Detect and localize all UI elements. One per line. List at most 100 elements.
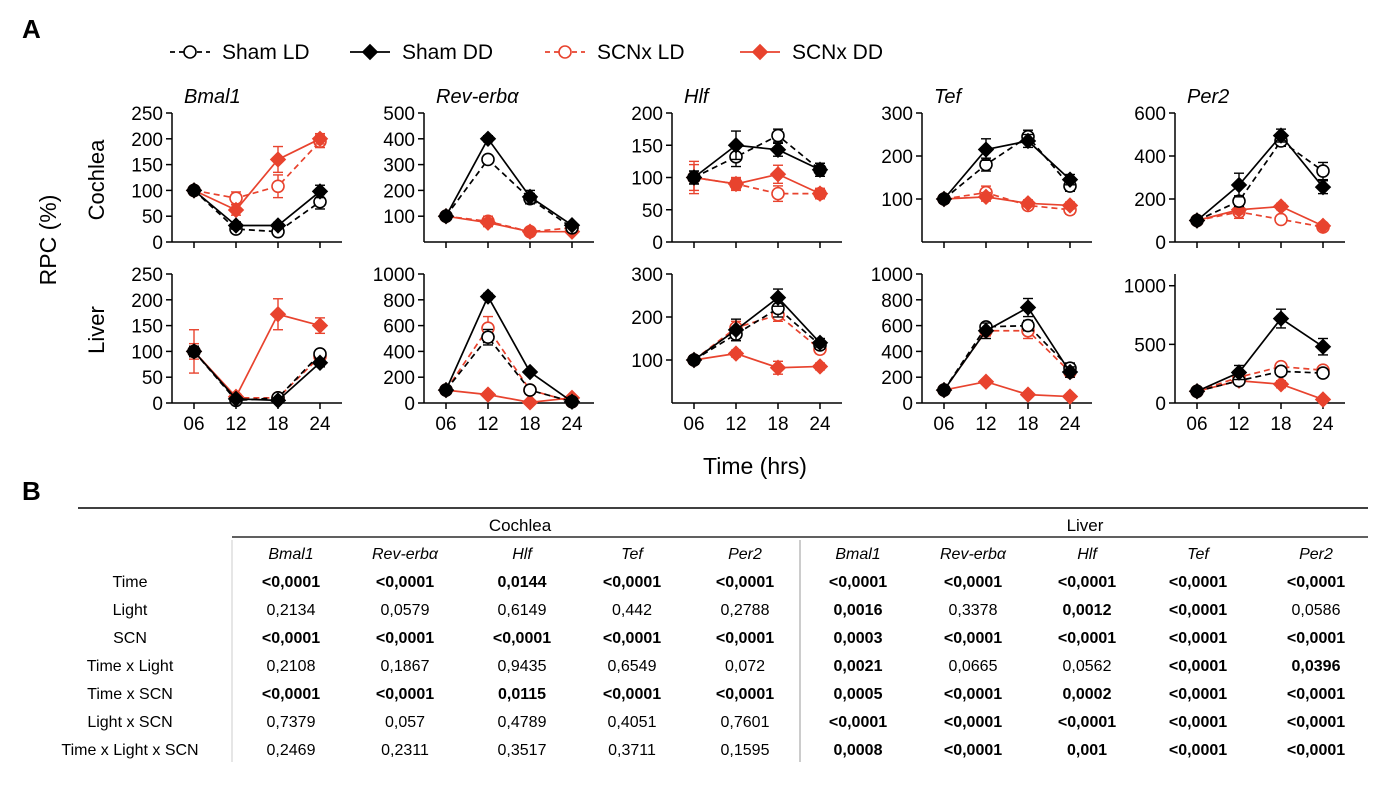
data-point [479, 130, 497, 148]
series-line [1196, 365, 1324, 393]
series-line [1196, 370, 1324, 393]
table-row: Time <0,0001 <0,0001 0,0144 <0,0001 <0,0001 <0… [113, 574, 1346, 591]
data-point [269, 306, 287, 323]
data-point [1272, 198, 1290, 215]
table-cell: 0,6549 [608, 658, 657, 675]
table-cell: 0,2108 [267, 658, 316, 675]
y-tick-label: 200 [631, 308, 663, 329]
data-point [769, 289, 787, 306]
table-cell: 0,0008 [834, 742, 883, 759]
table-cell: 0,3517 [498, 742, 547, 759]
table-row: Time x Light 0,2108 0,1867 0,9435 0,6549 0,07… [87, 658, 1341, 675]
series-line [693, 134, 821, 179]
table-column-header: Hlf [512, 546, 533, 563]
data-point [685, 169, 703, 186]
x-tick-label: 18 [267, 414, 288, 435]
table-cell: <0,0001 [1169, 686, 1227, 703]
panel-label-a: A [22, 14, 41, 44]
series-line [193, 138, 321, 212]
series-sham-dd [437, 130, 581, 234]
table-cell: 0,0586 [1292, 602, 1341, 619]
table-cell: 0,1595 [721, 742, 770, 759]
table-row: SCN <0,0001 <0,0001 <0,0001 <0,0001 <0,0001 0,… [113, 630, 1345, 647]
table-cell: <0,0001 [1287, 574, 1345, 591]
table-cell: <0,0001 [493, 630, 551, 647]
table-row-label: Light x SCN [87, 714, 172, 731]
row-label-cochlea: Cochlea [84, 139, 109, 220]
y-tick-label: 400 [383, 342, 415, 363]
x-tick-label: 18 [519, 414, 540, 435]
series-line [1196, 205, 1324, 227]
chart-cochlea-5: 0 200 400 600 Per2 [1134, 86, 1345, 254]
series-line [193, 189, 321, 233]
chart-cochlea-3: 0 50 100 150 200 Hlf [631, 86, 842, 254]
legend-label: Sham LD [222, 41, 310, 64]
table-column-header: Bmal1 [268, 546, 313, 563]
data-point [977, 322, 995, 339]
x-axis-title: Time (hrs) [703, 453, 807, 479]
table-cell: <0,0001 [1169, 630, 1227, 647]
data-point [1314, 338, 1332, 355]
legend-item-3: SCNx LD [545, 41, 685, 64]
y-tick-label: 150 [131, 156, 163, 177]
table-cell: <0,0001 [1169, 658, 1227, 675]
x-tick-label: 18 [767, 414, 788, 435]
series-line [193, 189, 321, 227]
y-tick-label: 150 [131, 317, 163, 338]
y-tick-label: 200 [131, 130, 163, 151]
x-tick-label: 24 [309, 414, 331, 435]
y-tick-label: 100 [383, 207, 415, 228]
legend-marker [751, 43, 769, 61]
table-cell: 0,0665 [949, 658, 998, 675]
x-tick-label: 12 [725, 414, 746, 435]
series-sham-dd [185, 343, 329, 409]
table-column-header: Rev-erbα [372, 546, 439, 563]
table-cell: 0,0002 [1063, 686, 1112, 703]
y-tick-label: 300 [383, 156, 415, 177]
table-cell: 0,2788 [721, 602, 770, 619]
data-point [811, 185, 829, 202]
series-sham-dd [935, 297, 1079, 399]
table-column-header: Per2 [1299, 546, 1333, 563]
series-line [693, 352, 821, 369]
series-line [693, 307, 821, 361]
data-point [1314, 217, 1332, 235]
table-cell: <0,0001 [716, 686, 774, 703]
table-cell: <0,0001 [829, 574, 887, 591]
data-point [311, 183, 329, 200]
data-point [977, 188, 995, 206]
table-cell: 0,3378 [949, 602, 998, 619]
series-scnx-dd [185, 298, 329, 406]
y-tick-label: 0 [152, 394, 163, 415]
series-line [445, 389, 573, 404]
data-point [437, 207, 455, 225]
data-point [563, 217, 581, 234]
y-tick-label: 50 [142, 207, 163, 228]
series-line [445, 326, 573, 403]
x-tick-label: 24 [1312, 414, 1334, 435]
y-tick-label: 250 [131, 265, 163, 286]
table-cell: <0,0001 [603, 630, 661, 647]
series-line [1196, 317, 1324, 393]
data-point [1314, 391, 1332, 408]
table-cell: 0,072 [725, 658, 765, 675]
data-point [1274, 212, 1288, 227]
y-tick-label: 100 [881, 190, 913, 211]
y-axis-title: RPC (%) [35, 195, 61, 286]
y-tick-label: 250 [131, 104, 163, 125]
series-sham-ld [439, 328, 579, 409]
series-sham-ld [937, 129, 1077, 206]
data-point [1316, 366, 1330, 380]
y-tick-label: 0 [152, 233, 163, 254]
y-tick-label: 1000 [1124, 277, 1166, 298]
data-point [227, 217, 245, 234]
chart-liver-1: 0 50 100 150 200 250 06 12 18 24 [131, 265, 342, 435]
table-cell: 0,0016 [834, 602, 883, 619]
chart-cochlea-2: 100 200 300 400 500 Rev-erbα [383, 86, 594, 248]
chart-title: Hlf [684, 86, 711, 108]
series-line [193, 313, 321, 399]
x-tick-label: 06 [1186, 414, 1207, 435]
legend-marker [558, 45, 572, 59]
y-tick-label: 600 [383, 317, 415, 338]
x-tick-label: 18 [1270, 414, 1291, 435]
